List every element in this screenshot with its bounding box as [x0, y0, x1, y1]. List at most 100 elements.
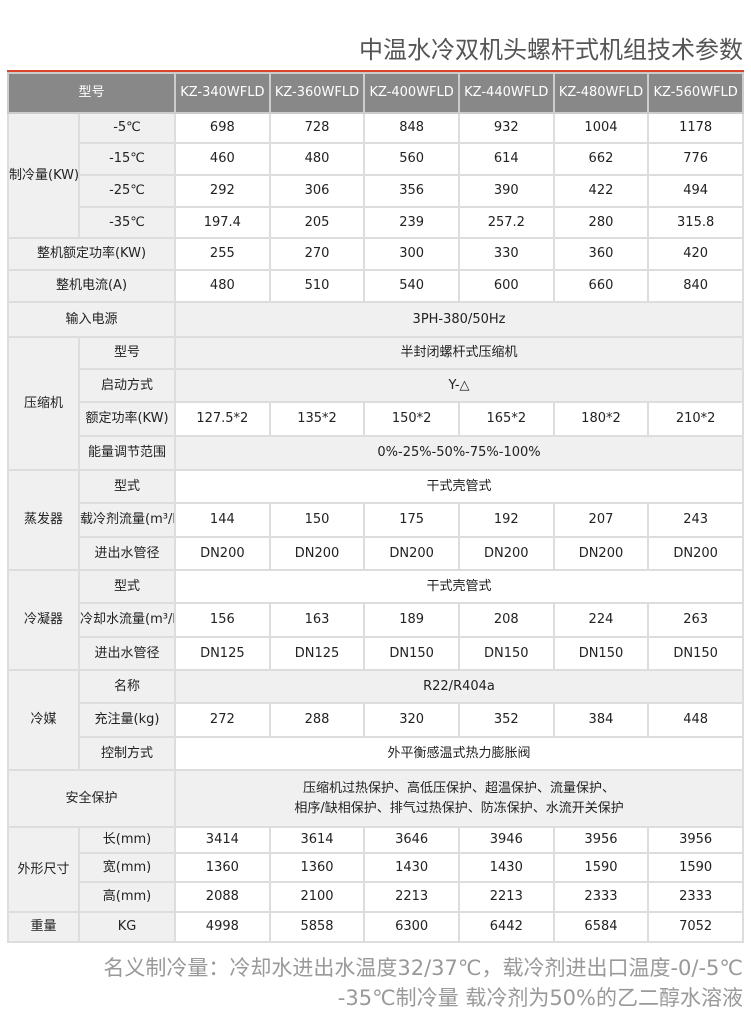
value-cell: 1430 [363, 852, 460, 883]
table-row: 充注量(kg) 272 288 320 352 384 448 [8, 702, 744, 738]
value-cell: 180*2 [552, 401, 650, 437]
row-label: -5℃ [77, 112, 177, 144]
table-row: 高(mm) 2088 2100 2213 2213 2333 2333 [8, 881, 744, 913]
value-cell: 480 [268, 142, 366, 176]
table-row: 启动方式 Y-△ [8, 368, 744, 403]
value-line: 压缩机过热保护、高低压保护、超温保护、流量保护、 [303, 781, 616, 796]
merged-value-cell: Y-△ [174, 368, 744, 403]
section-label: 压缩机 [7, 336, 80, 471]
table-row: 安全保护 压缩机过热保护、高低压保护、超温保护、流量保护、 相序/缺相保护、排气过热… [6, 769, 744, 828]
value-cell: 840 [647, 269, 744, 303]
table-row: -25℃ 292 306 356 390 422 494 [8, 174, 744, 208]
section-label: 冷媒 [7, 669, 80, 771]
value-cell: 306 [268, 174, 366, 208]
value-cell: 848 [363, 112, 460, 144]
value-cell: 3614 [268, 826, 366, 854]
value-cell: 2333 [647, 881, 744, 913]
value-cell: DN150 [552, 636, 650, 671]
model-header: KZ-440WFLD [457, 72, 555, 114]
value-cell: 460 [174, 142, 271, 176]
value-cell: 728 [268, 112, 366, 144]
merged-value-cell: 半封闭螺杆式压缩机 [174, 336, 744, 370]
value-cell: 776 [647, 142, 744, 176]
header-row: 型号 KZ-340WFLD KZ-360WFLD KZ-400WFLD KZ-440WF… [6, 72, 744, 114]
value-cell: 420 [647, 237, 744, 271]
value-cell: 3946 [457, 826, 555, 854]
section-label: 整机电流(A) [6, 269, 177, 303]
value-cell: 6584 [552, 911, 650, 943]
table-row: 整机电流(A) 480 510 540 600 660 840 [6, 269, 744, 303]
spec-table: 型号 KZ-340WFLD KZ-360WFLD KZ-400WFLD KZ-440WF… [6, 72, 744, 943]
value-cell: 263 [647, 602, 744, 638]
value-cell: 2213 [457, 881, 555, 913]
merged-value-cell: 外平衡感温式热力膨胀阀 [174, 736, 744, 771]
value-cell: 2100 [268, 881, 366, 913]
value-cell: 1590 [647, 852, 744, 883]
row-label: 充注量(kg) [77, 702, 177, 738]
table-row: 额定功率(KW) 127.5*2 135*2 150*2 165*2 180*2 210*2 [8, 401, 744, 437]
value-cell: 352 [457, 702, 555, 738]
row-label: KG [77, 911, 177, 943]
section-label: 整机额定功率(KW) [6, 237, 177, 271]
value-cell: 614 [457, 142, 555, 176]
table-row: 压缩机 型号 半封闭螺杆式压缩机 [7, 336, 744, 471]
merged-value-cell: 干式壳管式 [174, 569, 744, 604]
value-cell: 320 [363, 702, 460, 738]
value-cell: 448 [647, 702, 744, 738]
value-cell: 5858 [268, 911, 366, 943]
value-cell: 390 [457, 174, 555, 208]
section-label: 蒸发器 [7, 469, 80, 571]
value-cell: DN200 [268, 536, 366, 571]
section-label: 重量 [7, 911, 80, 943]
row-label: 控制方式 [77, 736, 177, 771]
footnote-1: 名义制冷量：冷却水进出水温度32/37℃，载冷剂进出口温度-0/-5℃ [103, 956, 743, 980]
value-cell: 280 [552, 206, 650, 239]
table-row: 外形尺寸 长(mm) 3414 3614 3646 3946 3956 3956 [7, 826, 744, 913]
table-row: 能量调节范围 0%-25%-50%-75%-100% [8, 435, 744, 471]
value-cell: 356 [363, 174, 460, 208]
table-row: 冷媒 名称 R22/R404a [7, 669, 744, 771]
value-cell: 1178 [647, 112, 744, 144]
value-cell: 255 [174, 237, 271, 271]
row-label: 能量调节范围 [77, 435, 177, 471]
section-label: 安全保护 [6, 769, 177, 828]
accent-divider [7, 70, 744, 73]
value-cell: DN200 [647, 536, 744, 571]
value-cell: 272 [174, 702, 271, 738]
value-cell: 156 [174, 602, 271, 638]
table-row: 蒸发器 型式 干式壳管式 [7, 469, 744, 571]
value-cell: 288 [268, 702, 366, 738]
table-row: -15℃ 460 480 560 614 662 776 [8, 142, 744, 176]
row-label: 进出水管径 [77, 636, 177, 671]
table-row: 进出水管径 DN125 DN125 DN150 DN150 DN150 DN150 [8, 636, 744, 671]
value-cell: 3956 [552, 826, 650, 854]
value-cell: 135*2 [268, 401, 366, 437]
value-cell: 300 [363, 237, 460, 271]
value-cell: 1360 [268, 852, 366, 883]
value-cell: 660 [552, 269, 650, 303]
value-cell: 1360 [174, 852, 271, 883]
row-label: 长(mm) [77, 826, 177, 854]
page-title: 中温水冷双机头螺杆式机组技术参数 [359, 36, 743, 64]
value-cell: DN200 [174, 536, 271, 571]
row-label: 型号 [77, 336, 177, 370]
value-cell: 208 [457, 602, 555, 638]
value-cell: 6442 [457, 911, 555, 943]
merged-value-cell: 0%-25%-50%-75%-100% [174, 435, 744, 471]
value-cell: 494 [647, 174, 744, 208]
value-cell: 205 [268, 206, 366, 239]
table-row: 进出水管径 DN200 DN200 DN200 DN200 DN200 DN200 [8, 536, 744, 571]
section-label: 冷凝器 [7, 569, 80, 671]
value-cell: 175 [363, 502, 460, 538]
value-cell: DN200 [363, 536, 460, 571]
value-cell: 292 [174, 174, 271, 208]
value-cell: 1004 [552, 112, 650, 144]
value-cell: 560 [363, 142, 460, 176]
value-cell: 2333 [552, 881, 650, 913]
row-label: 名称 [77, 669, 177, 704]
value-cell: 6300 [363, 911, 460, 943]
section-label: 输入电源 [6, 301, 177, 338]
value-cell: 163 [268, 602, 366, 638]
value-cell: 1590 [552, 852, 650, 883]
